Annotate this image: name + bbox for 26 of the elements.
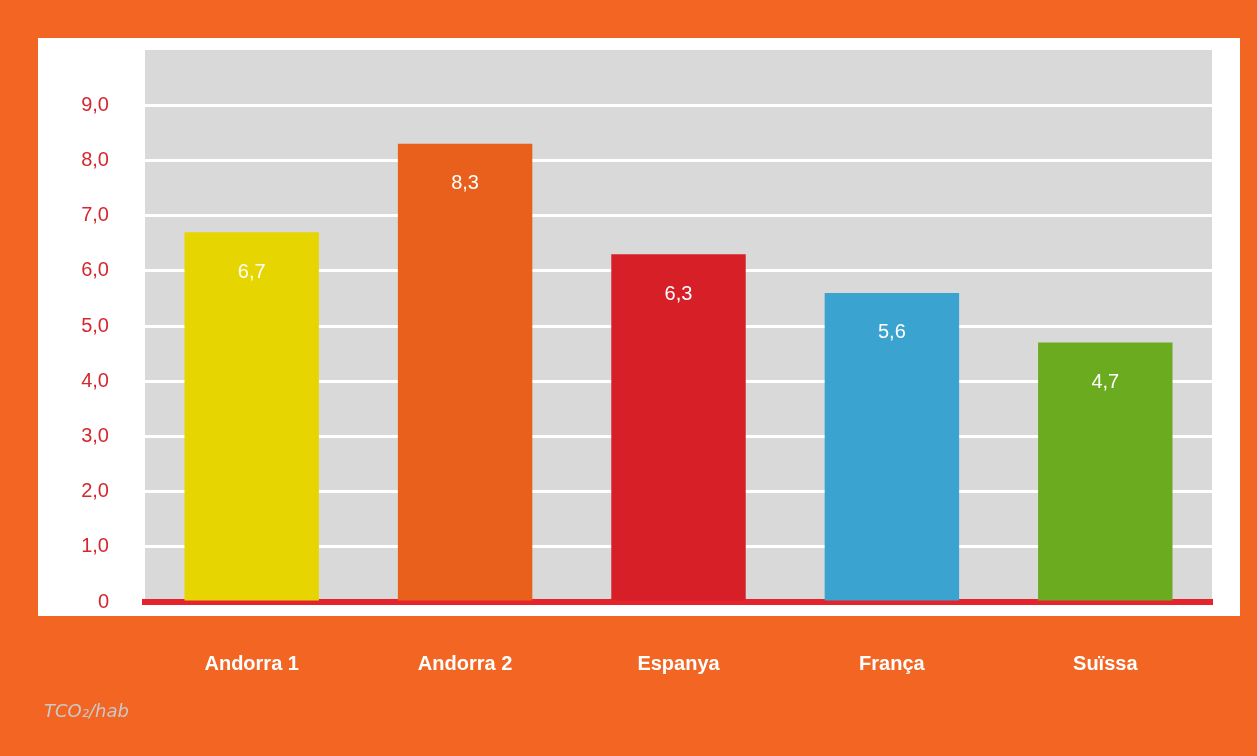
data-label: 8,3 <box>451 171 480 194</box>
data-label: 5,6 <box>877 320 906 343</box>
data-label: 4,7 <box>1091 370 1120 393</box>
y-tick-label: 8,0 <box>81 147 109 170</box>
data-label: 6,7 <box>237 259 266 282</box>
y-axis-title: TCO₂/hab <box>44 699 129 721</box>
bar <box>397 143 533 601</box>
bar <box>1038 342 1173 601</box>
x-tick-label: Espanya <box>637 651 721 674</box>
y-tick-label: 9,0 <box>81 92 109 115</box>
bar <box>611 254 746 601</box>
data-label: 6,3 <box>664 281 693 304</box>
y-tick-label: 2,0 <box>81 479 109 502</box>
x-tick-label: França <box>859 651 926 674</box>
bar <box>824 292 960 601</box>
x-tick-label: Andorra 1 <box>204 651 299 674</box>
y-tick-label: 1,0 <box>81 534 109 557</box>
y-tick-label: 6,0 <box>81 258 109 281</box>
y-tick-label: 4,0 <box>81 368 109 391</box>
x-tick-label: Andorra 2 <box>417 651 513 674</box>
y-tick-label: 0 <box>97 589 109 612</box>
y-tick-label: 7,0 <box>81 203 109 226</box>
y-tick-label: 5,0 <box>81 313 109 336</box>
x-tick-label: Suïssa <box>1073 651 1139 674</box>
y-tick-label: 3,0 <box>81 423 109 446</box>
bar <box>184 232 319 601</box>
